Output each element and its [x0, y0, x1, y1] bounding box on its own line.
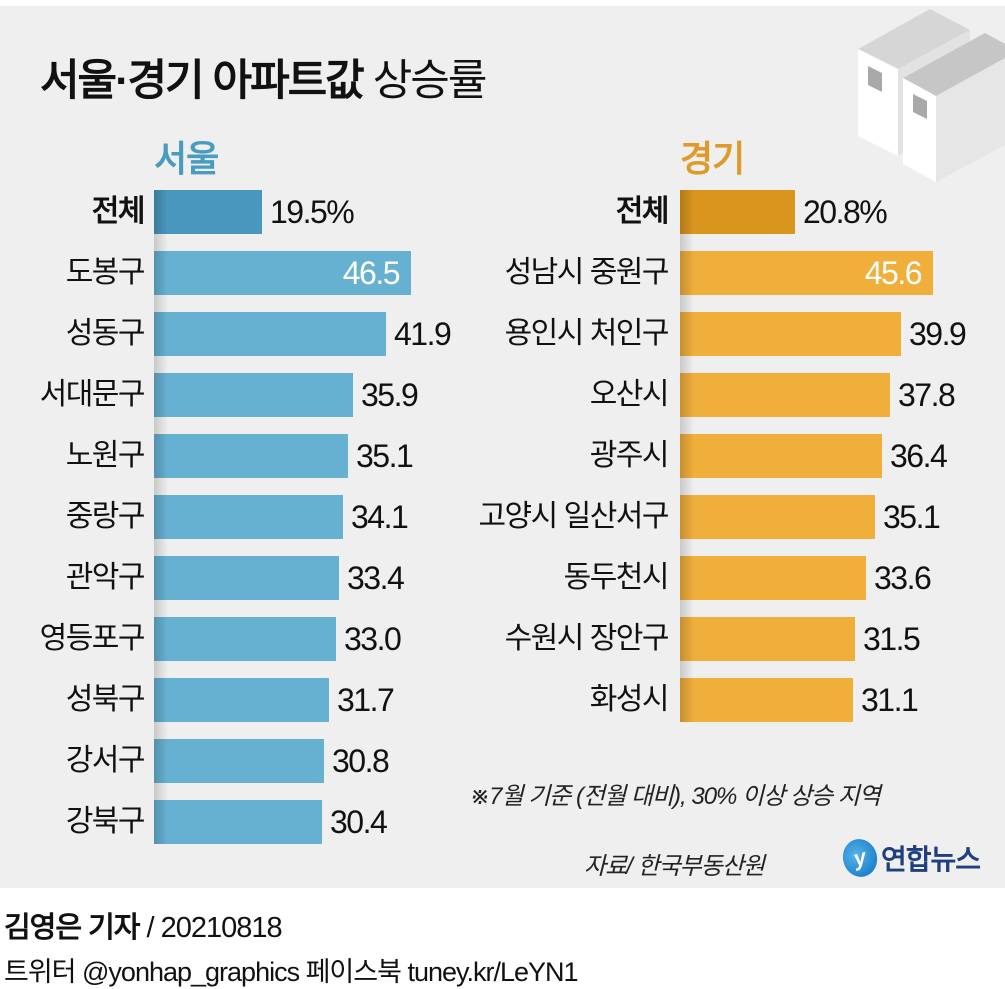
- seoul-value-label: 33.4: [347, 560, 405, 596]
- seoul-category-label: 강서구: [65, 744, 146, 777]
- gyeonggi-category-label: 화성시: [589, 683, 670, 716]
- social-links: 트위터 @yonhap_graphics 페이스북 tuney.kr/LeYN1: [4, 957, 579, 987]
- title-bold: 서울·경기 아파트값: [40, 57, 365, 105]
- gyeonggi-category-label: 성남시 중원구: [504, 256, 670, 289]
- gyeonggi-category-label: 광주시: [589, 439, 670, 472]
- seoul-value-label: 41.9: [394, 316, 452, 352]
- gyeonggi-bar: [680, 678, 853, 722]
- gyeonggi-bar: [680, 373, 890, 417]
- seoul-section-title: 서울: [154, 138, 219, 179]
- gyeonggi-category-label: 오산시: [589, 378, 670, 411]
- seoul-bar: [154, 251, 411, 295]
- gyeonggi-category-label: 용인시 처인구: [504, 317, 670, 350]
- gyeonggi-bar: [680, 495, 875, 539]
- gyeonggi-bar: [680, 190, 795, 234]
- seoul-bar: [154, 678, 329, 722]
- chart-title: 서울·경기 아파트값 상승률: [40, 46, 488, 108]
- seoul-category-label: 영등포구: [39, 622, 146, 655]
- gyeonggi-axis-shadow: [680, 234, 694, 722]
- seoul-category-label: 서대문구: [39, 378, 146, 411]
- gyeonggi-value-label: 39.9: [909, 316, 967, 352]
- yonhap-logo: y 연합뉴스: [838, 835, 981, 881]
- gyeonggi-value-label: 33.6: [874, 560, 932, 596]
- seoul-category-label: 관악구: [65, 561, 146, 594]
- gyeonggi-value-label: 36.4: [890, 438, 948, 474]
- gyeonggi-category-label: 고양시 일산서구: [478, 500, 669, 533]
- seoul-category-label: 노원구: [65, 439, 146, 472]
- seoul-value-label: 46.5: [342, 255, 401, 291]
- gyeonggi-value-label: 37.8: [898, 377, 956, 413]
- seoul-bar: [154, 373, 353, 417]
- seoul-bar: [154, 556, 339, 600]
- seoul-category-label: 성북구: [65, 683, 146, 716]
- seoul-bar: [154, 434, 348, 478]
- gyeonggi-section-title: 경기: [680, 138, 745, 179]
- seoul-value-label: 34.1: [351, 499, 409, 535]
- seoul-value-label: 30.8: [332, 743, 390, 779]
- byline: 김영은 기자 / 20210818: [4, 904, 283, 946]
- gyeonggi-category-label: 동두천시: [563, 561, 670, 594]
- gyeonggi-bar: [680, 312, 901, 356]
- yonhap-logo-icon: y: [838, 835, 882, 881]
- seoul-bar: [154, 312, 386, 356]
- reporter-name: 김영은 기자: [4, 912, 140, 944]
- seoul-bar: [154, 190, 262, 234]
- seoul-bar: [154, 739, 324, 783]
- seoul-category-label: 강북구: [65, 805, 146, 838]
- gyeonggi-value-label: 35.1: [883, 499, 941, 535]
- yonhap-logo-text: 연합뉴스: [881, 844, 981, 875]
- seoul-bar: [154, 617, 336, 661]
- source-credit: 자료/ 한국부동산원: [584, 853, 765, 880]
- gyeonggi-value-label: 31.1: [861, 682, 919, 718]
- seoul-value-label: 31.7: [337, 682, 395, 718]
- gyeonggi-bar: [680, 251, 933, 295]
- gyeonggi-bar: [680, 617, 855, 661]
- seoul-value-label: 35.9: [361, 377, 419, 413]
- gyeonggi-bar: [680, 556, 866, 600]
- apartment-buildings-icon: [858, 9, 1005, 182]
- gyeonggi-bar: [680, 434, 882, 478]
- title-light: 상승률: [372, 57, 488, 105]
- seoul-category-label: 도봉구: [65, 256, 146, 289]
- footnote: ※7월 기준 (전월 대비), 30% 이상 상승 지역: [470, 783, 881, 810]
- gyeonggi-category-label: 전체: [615, 195, 670, 228]
- seoul-bar: [154, 495, 343, 539]
- gyeonggi-value-label: 45.6: [864, 255, 923, 291]
- seoul-category-label: 중랑구: [65, 500, 146, 533]
- gyeonggi-category-label: 수원시 장안구: [504, 622, 670, 655]
- seoul-bar: [154, 800, 322, 844]
- seoul-value-label: 30.4: [330, 804, 388, 840]
- seoul-value-label: 35.1: [356, 438, 414, 474]
- seoul-value-label: 33.0: [344, 621, 402, 657]
- seoul-category-label: 성동구: [65, 317, 146, 350]
- publish-date: / 20210818: [139, 912, 283, 944]
- seoul-category-label: 전체: [91, 195, 146, 228]
- seoul-value-label: 19.5%: [270, 194, 355, 230]
- gyeonggi-value-label: 31.5: [863, 621, 921, 657]
- gyeonggi-value-label: 20.8%: [803, 194, 888, 230]
